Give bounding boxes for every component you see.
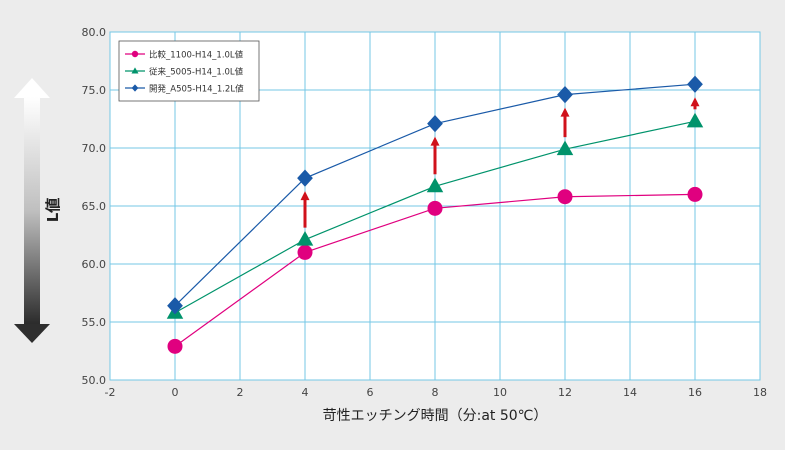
legend-label: 開発_A505-H14_1.2L値 [149,84,244,95]
y-tick-label: 55.0 [82,316,107,329]
legend-marker-triangle [131,67,139,74]
data-point-triangle [426,177,444,193]
x-tick-label: 2 [237,386,244,399]
improvement-arrow [430,136,440,175]
data-point-diamond [427,115,443,133]
y-tick-label: 80.0 [82,26,107,39]
improvement-arrow-head [690,97,700,107]
data-point-triangle [296,231,314,246]
legend-marker-diamond [131,84,139,92]
data-point-diamond [297,169,313,187]
x-tick-labels: -2 0 2 4 6 8 10 12 14 16 18 [105,386,767,399]
improvement-arrow [300,191,310,228]
plot-border [109,31,761,381]
data-point-circle [557,189,573,205]
y-axis-label: L値 [44,198,62,223]
x-tick-label: 8 [432,386,439,399]
improvement-arrow [560,107,570,138]
y-tick-labels: 50.0 55.0 60.0 65.0 70.0 75.0 80.0 [82,26,107,387]
data-point-circle [427,200,443,216]
legend-marker-circle [131,50,139,58]
y-tick-label: 50.0 [82,374,107,387]
x-tick-label: -2 [105,386,116,399]
x-tick-label: 10 [493,386,507,399]
data-point-diamond [167,297,183,315]
data-point-diamond [687,75,703,93]
legend-item: 従来_5005-H14_1.0L値 [125,67,244,78]
x-axis-label: 苛性エッチング時間（分:at 50℃） [323,407,548,424]
x-tick-label: 0 [172,386,179,399]
x-tick-label: 18 [753,386,767,399]
legend: 比較_1100-H14_1.0L値従来_5005-H14_1.0L値開発_A50… [118,40,260,102]
improvement-arrows [300,97,700,228]
y-tick-label: 75.0 [82,84,107,97]
data-point-circle [297,244,313,260]
data-point-triangle [686,112,704,128]
x-tick-label: 12 [558,386,572,399]
improvement-arrow-head [560,107,570,117]
x-tick-label: 14 [623,386,637,399]
data-point-circle [687,186,703,202]
x-tick-label: 4 [302,386,309,399]
lightness-scale-arrow [14,78,50,343]
x-tick-label: 6 [367,386,374,399]
legend-item: 開発_A505-H14_1.2L値 [125,84,244,95]
improvement-arrow-head [300,191,310,201]
y-tick-label: 60.0 [82,258,107,271]
y-tick-label: 65.0 [82,200,107,213]
y-tick-label: 70.0 [82,142,107,155]
data-point-triangle [556,140,574,156]
data-point-circle [167,338,183,354]
data-points [166,75,704,354]
data-point-diamond [557,86,573,104]
improvement-arrow [690,97,700,110]
x-tick-label: 16 [688,386,702,399]
improvement-arrow-head [430,136,440,146]
legend-item: 比較_1100-H14_1.0L値 [125,50,244,61]
legend-label: 比較_1100-H14_1.0L値 [149,50,244,61]
legend-label: 従来_5005-H14_1.0L値 [149,67,244,78]
